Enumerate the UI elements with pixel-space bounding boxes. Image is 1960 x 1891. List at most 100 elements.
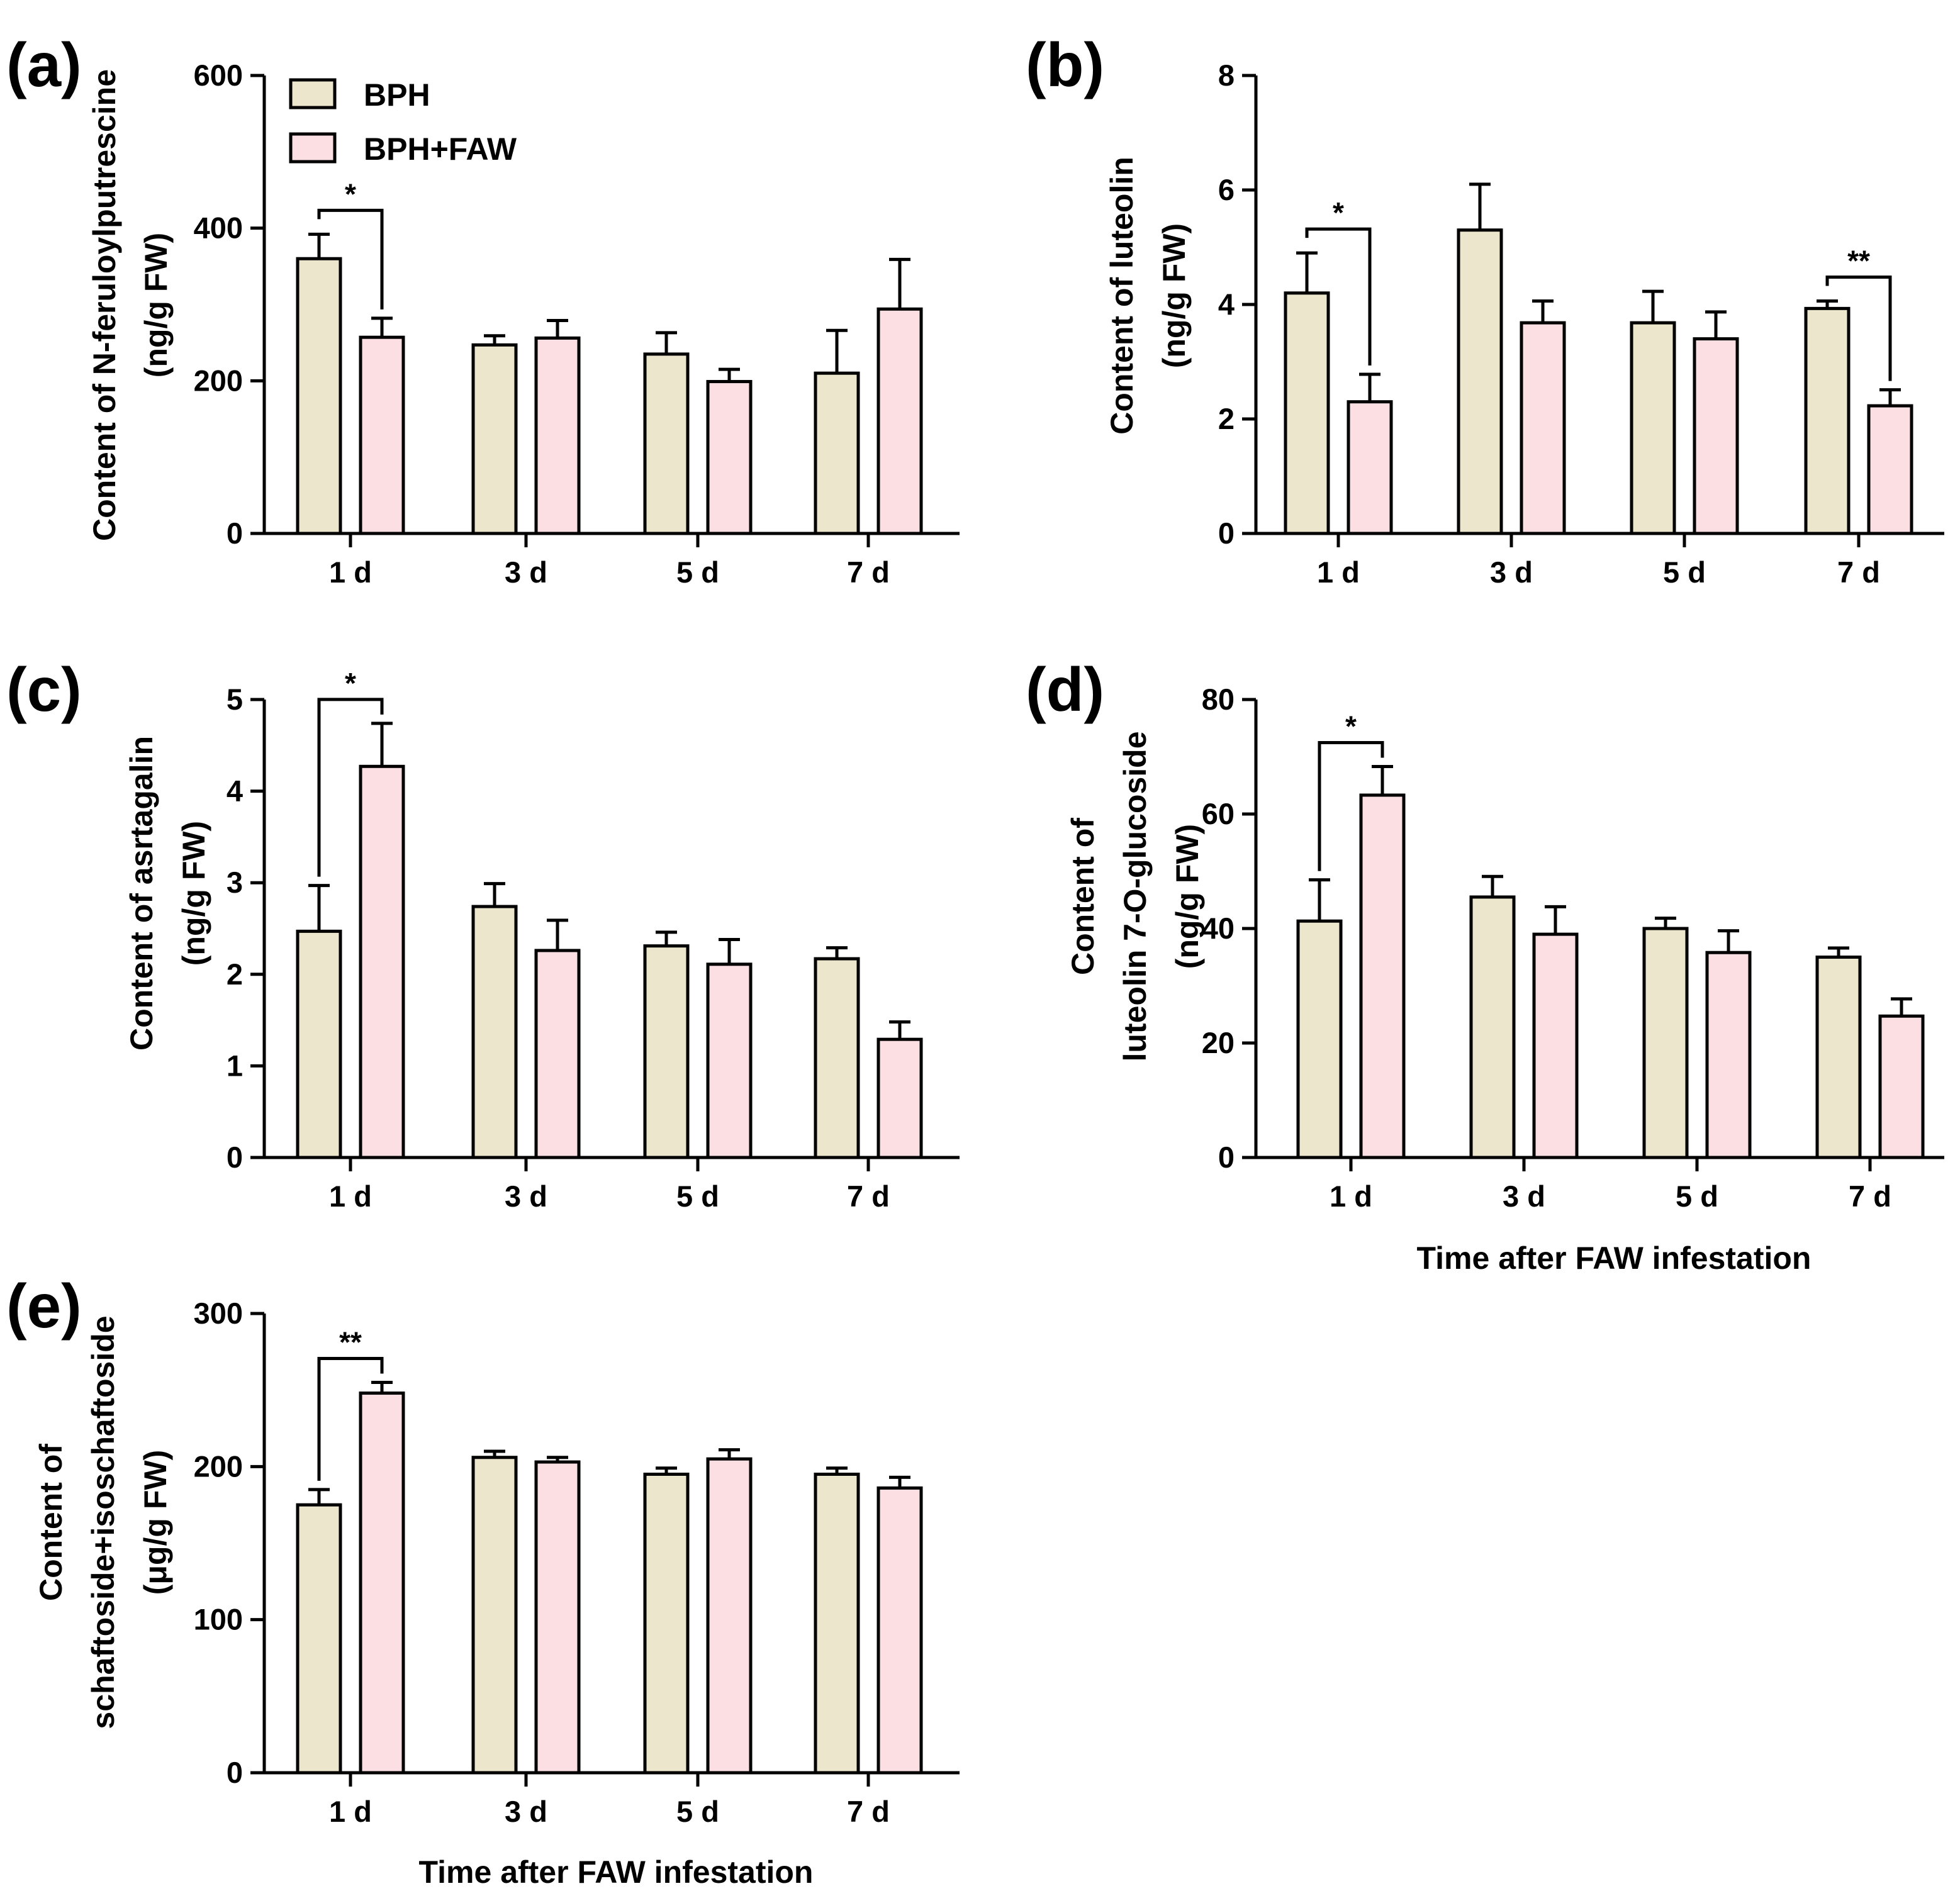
x-tick-label: 3 d bbox=[1490, 555, 1533, 589]
y-axis-title: Content of bbox=[1065, 818, 1100, 975]
bar-bph-faw bbox=[706, 962, 753, 1159]
significance-bracket bbox=[1318, 740, 1384, 871]
y-tick-label: 20 bbox=[1202, 1026, 1235, 1059]
bar-bph bbox=[1296, 919, 1343, 1159]
x-tick-label: 7 d bbox=[1837, 555, 1880, 589]
x-tick-label: 7 d bbox=[847, 1795, 890, 1828]
y-tick-label: 0 bbox=[227, 1756, 243, 1789]
y-tick-label: 4 bbox=[227, 774, 243, 808]
x-tick-label: 1 d bbox=[329, 555, 372, 589]
panel-d-marks: * bbox=[1296, 710, 1925, 1159]
significance-bracket bbox=[1825, 276, 1892, 381]
bar-bph-faw bbox=[534, 949, 581, 1159]
y-tick-label: 0 bbox=[1218, 516, 1235, 550]
y-axis-title: (μg/g FW) bbox=[138, 1450, 173, 1595]
y-tick-label: 600 bbox=[194, 59, 243, 92]
bar-bph-faw bbox=[534, 1460, 581, 1775]
significance-label: * bbox=[345, 177, 356, 210]
x-tick-label: 5 d bbox=[676, 1180, 719, 1213]
significance-bracket bbox=[1305, 227, 1372, 366]
significance-bracket bbox=[317, 208, 384, 310]
x-tick-label: 1 d bbox=[1317, 555, 1360, 589]
y-tick-label: 40 bbox=[1202, 912, 1235, 945]
bar-bph bbox=[643, 944, 690, 1159]
y-tick-label: 0 bbox=[227, 516, 243, 550]
bar-bph bbox=[1630, 321, 1676, 535]
x-tick-label: 7 d bbox=[847, 1180, 890, 1213]
bar-bph bbox=[296, 257, 342, 535]
bar-bph-faw bbox=[534, 336, 581, 535]
bar-bph-faw bbox=[706, 380, 753, 535]
panel-a-ylabel: Content of N-feruloylputrescine (ng/g FW) bbox=[87, 69, 174, 541]
y-tick-label: 60 bbox=[1202, 797, 1235, 830]
bar-bph-faw bbox=[359, 1392, 405, 1775]
significance-bracket bbox=[317, 1357, 384, 1481]
panel-letter-b: (b) bbox=[1026, 30, 1104, 99]
bar-bph bbox=[296, 929, 342, 1159]
legend: BPH BPH+FAW bbox=[289, 77, 517, 167]
y-tick-label: 0 bbox=[1218, 1141, 1235, 1174]
bar-bph bbox=[1457, 228, 1503, 535]
y-tick-label: 100 bbox=[194, 1603, 243, 1636]
bar-bph-faw bbox=[1532, 932, 1579, 1159]
x-axis-title-e: Time after FAW infestation bbox=[419, 1855, 814, 1890]
y-tick-label: 400 bbox=[194, 211, 243, 245]
bar-bph bbox=[1804, 306, 1851, 535]
bar-bph-faw bbox=[876, 1486, 923, 1775]
panel-a: (a) 0 200 400 600 1 d 3 d 5 d 7 d Content of N-… bbox=[6, 30, 960, 589]
panel-e: (e) 0 100 200 300 1 d 3 d 5 d 7 d Content of sch… bbox=[6, 1271, 960, 1890]
panel-c-marks: * bbox=[296, 667, 923, 1159]
bar-bph bbox=[1815, 956, 1862, 1159]
bar-bph-faw bbox=[1705, 951, 1752, 1159]
y-tick-label: 200 bbox=[194, 1449, 243, 1483]
y-axis-title: (ng/g FW) bbox=[1170, 824, 1205, 969]
panel-e-axes: 0 100 200 300 1 d 3 d 5 d 7 d bbox=[194, 1297, 960, 1828]
x-tick-label: 7 d bbox=[1849, 1180, 1891, 1213]
panel-b-ylabel: Content of luteolin (ng/g FW) bbox=[1104, 157, 1192, 435]
x-axis-title-d: Time after FAW infestation bbox=[1417, 1241, 1812, 1276]
bar-bph-faw bbox=[1878, 1014, 1925, 1159]
bar-bph bbox=[1469, 895, 1516, 1159]
panel-c-axes: 0 1 2 3 4 5 1 d 3 d 5 d 7 d bbox=[227, 683, 960, 1213]
y-tick-label: 80 bbox=[1202, 683, 1235, 716]
y-tick-label: 0 bbox=[227, 1141, 243, 1174]
x-tick-label: 7 d bbox=[847, 555, 890, 589]
y-axis-title: Content of N-feruloylputrescine bbox=[87, 69, 122, 541]
bar-bph bbox=[814, 957, 860, 1159]
x-tick-label: 5 d bbox=[1676, 1180, 1718, 1213]
y-axis-title: Content of bbox=[33, 1444, 69, 1601]
panel-b-marks: *** bbox=[1284, 182, 1913, 535]
x-tick-label: 3 d bbox=[1503, 1180, 1545, 1213]
panel-a-marks: * bbox=[296, 177, 923, 535]
significance-label: * bbox=[1333, 196, 1344, 229]
bar-bph bbox=[643, 1473, 690, 1775]
panel-d-ylabel: Content of luteolin 7-O-glucoside (ng/g FW… bbox=[1065, 731, 1205, 1061]
legend-label-bph: BPH bbox=[364, 77, 430, 113]
legend-swatch-bph bbox=[289, 78, 337, 109]
significance-label: ** bbox=[1847, 245, 1870, 277]
bar-bph-faw bbox=[876, 1037, 923, 1159]
y-axis-title: Content of luteolin bbox=[1104, 157, 1140, 435]
x-tick-label: 1 d bbox=[329, 1795, 372, 1828]
panel-d: (d) 0 20 40 60 80 1 d 3 d 5 d 7 d Content of lute… bbox=[1026, 655, 1944, 1276]
y-tick-label: 6 bbox=[1218, 173, 1235, 206]
x-tick-label: 5 d bbox=[1663, 555, 1706, 589]
panel-c-ylabel: Content of asrtagalin (ng/g FW) bbox=[124, 736, 211, 1051]
x-tick-label: 5 d bbox=[676, 1795, 719, 1828]
significance-bracket bbox=[317, 698, 384, 877]
y-tick-label: 1 bbox=[227, 1049, 243, 1082]
y-tick-label: 2 bbox=[1218, 402, 1235, 435]
y-tick-label: 8 bbox=[1218, 59, 1235, 92]
panel-e-marks: ** bbox=[296, 1326, 923, 1775]
significance-label: * bbox=[1345, 710, 1357, 742]
bar-bph-faw bbox=[1520, 321, 1566, 535]
x-tick-label: 5 d bbox=[676, 555, 719, 589]
bar-bph bbox=[1284, 291, 1330, 535]
bar-bph bbox=[814, 371, 860, 535]
bar-bph-faw bbox=[359, 335, 405, 535]
panel-b: (b) 0 2 4 6 8 1 d 3 d 5 d 7 d Content of luteoli… bbox=[1026, 30, 1944, 589]
bar-bph-faw bbox=[1359, 793, 1406, 1159]
y-tick-label: 200 bbox=[194, 364, 243, 397]
bar-bph-faw bbox=[876, 307, 923, 535]
